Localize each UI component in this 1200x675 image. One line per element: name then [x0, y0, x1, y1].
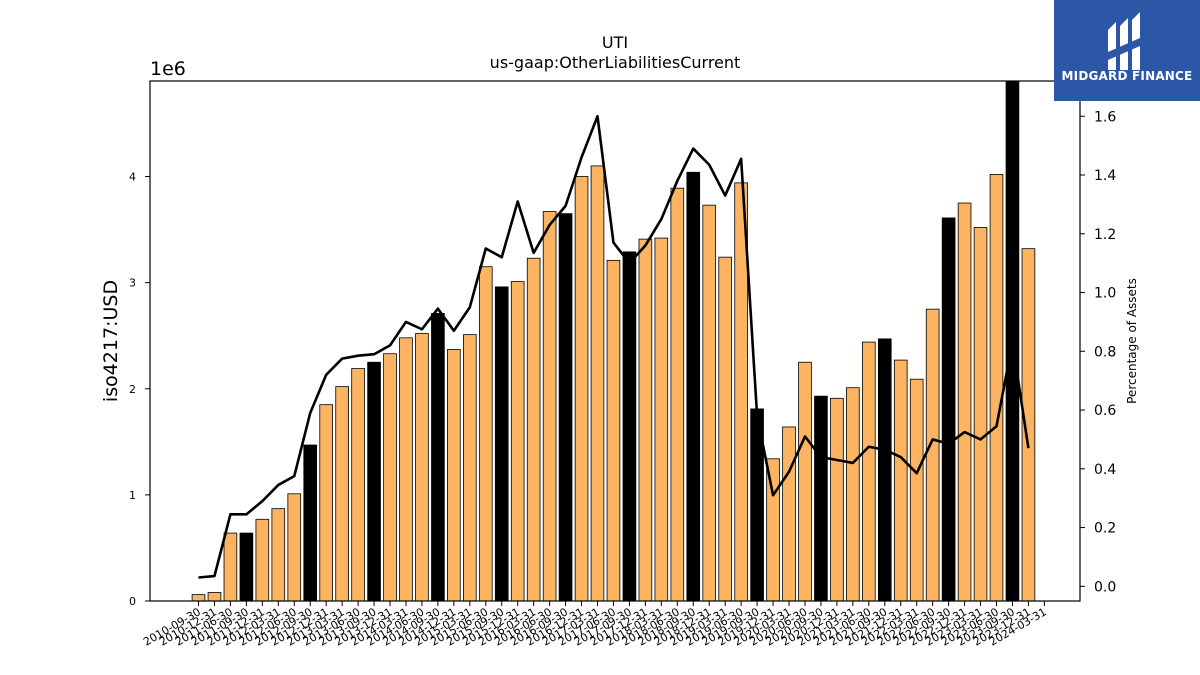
bar: [463, 334, 477, 602]
bar: [207, 592, 222, 602]
bar: [431, 313, 445, 602]
logo-text: MIDGARD FINANCE: [1061, 69, 1193, 83]
chart-subtitle: us-gaap:OtherLiabilitiesCurrent: [490, 53, 741, 72]
bar: [893, 359, 908, 602]
bar: [782, 426, 796, 602]
bar: [558, 213, 573, 602]
y2-tick-label: 0.6: [1094, 403, 1116, 419]
bar: [478, 266, 493, 602]
bar: [255, 518, 270, 602]
bar: [957, 202, 972, 602]
bar: [877, 338, 892, 602]
midgard-logo-icon: [1108, 12, 1140, 70]
y-tick-label: 0: [129, 595, 136, 608]
bar: [941, 217, 956, 602]
percentage-line: [198, 114, 1030, 579]
y-tick-label: 2: [129, 383, 136, 396]
y2-tick-label: 1.0: [1094, 286, 1116, 302]
y2-tick-label: 1.2: [1094, 227, 1116, 243]
y2-tick-label: 1.4: [1094, 168, 1116, 184]
bar: [223, 532, 238, 602]
bar: [654, 237, 669, 602]
y-axis-label: iso4217:USD: [100, 280, 122, 402]
bar: [702, 204, 717, 602]
bar: [399, 337, 413, 602]
bar: [351, 368, 365, 602]
bar: [383, 353, 397, 602]
y-offset-label: 1e6: [150, 58, 186, 80]
bar: [191, 594, 206, 602]
bar: [814, 395, 828, 602]
bar: [862, 341, 876, 602]
bar: [830, 397, 844, 602]
bar: [319, 404, 333, 602]
y2-tick-label: 0.0: [1094, 579, 1116, 595]
bar: [718, 256, 732, 602]
bar: [686, 171, 701, 602]
y-tick-label: 1: [129, 489, 136, 502]
bar: [925, 308, 940, 602]
bar: [526, 257, 541, 602]
bar: [239, 532, 254, 602]
y-tick-label: 3: [129, 277, 136, 290]
y2-axis-label: Percentage of Assets: [1125, 278, 1139, 404]
bar: [1005, 80, 1020, 602]
y2-tick-label: 0.4: [1094, 462, 1116, 478]
bar: [510, 281, 525, 602]
bar: [303, 444, 318, 602]
bar: [798, 361, 812, 602]
bar: [287, 493, 302, 602]
bar: [574, 176, 589, 602]
bar: [415, 333, 429, 602]
bar: [973, 227, 988, 602]
bar: [622, 251, 637, 602]
bar-series: [191, 80, 1036, 602]
bar: [367, 361, 381, 602]
bar: [989, 173, 1004, 602]
plot-frame: [149, 80, 1081, 602]
midgard-finance-logo: MIDGARD FINANCE: [1054, 0, 1200, 101]
bar: [447, 349, 461, 602]
y-tick-label: 4: [129, 171, 136, 184]
bar: [670, 187, 685, 602]
bar: [494, 286, 509, 602]
y2-tick-label: 1.6: [1094, 109, 1116, 125]
chart-title: UTI: [602, 33, 628, 52]
bar: [590, 165, 605, 602]
y2-tick-label: 0.2: [1094, 521, 1116, 537]
line-series: [198, 114, 1030, 579]
axes: 012340.00.20.40.60.81.01.21.41.62010-09-…: [129, 80, 1116, 649]
y2-tick-label: 0.8: [1094, 344, 1116, 360]
bar: [909, 378, 924, 602]
bar: [606, 259, 621, 602]
bar: [846, 387, 860, 602]
bar: [766, 458, 780, 602]
bar: [271, 508, 286, 602]
bar: [335, 386, 349, 602]
bar: [638, 238, 653, 602]
bar: [542, 211, 557, 602]
